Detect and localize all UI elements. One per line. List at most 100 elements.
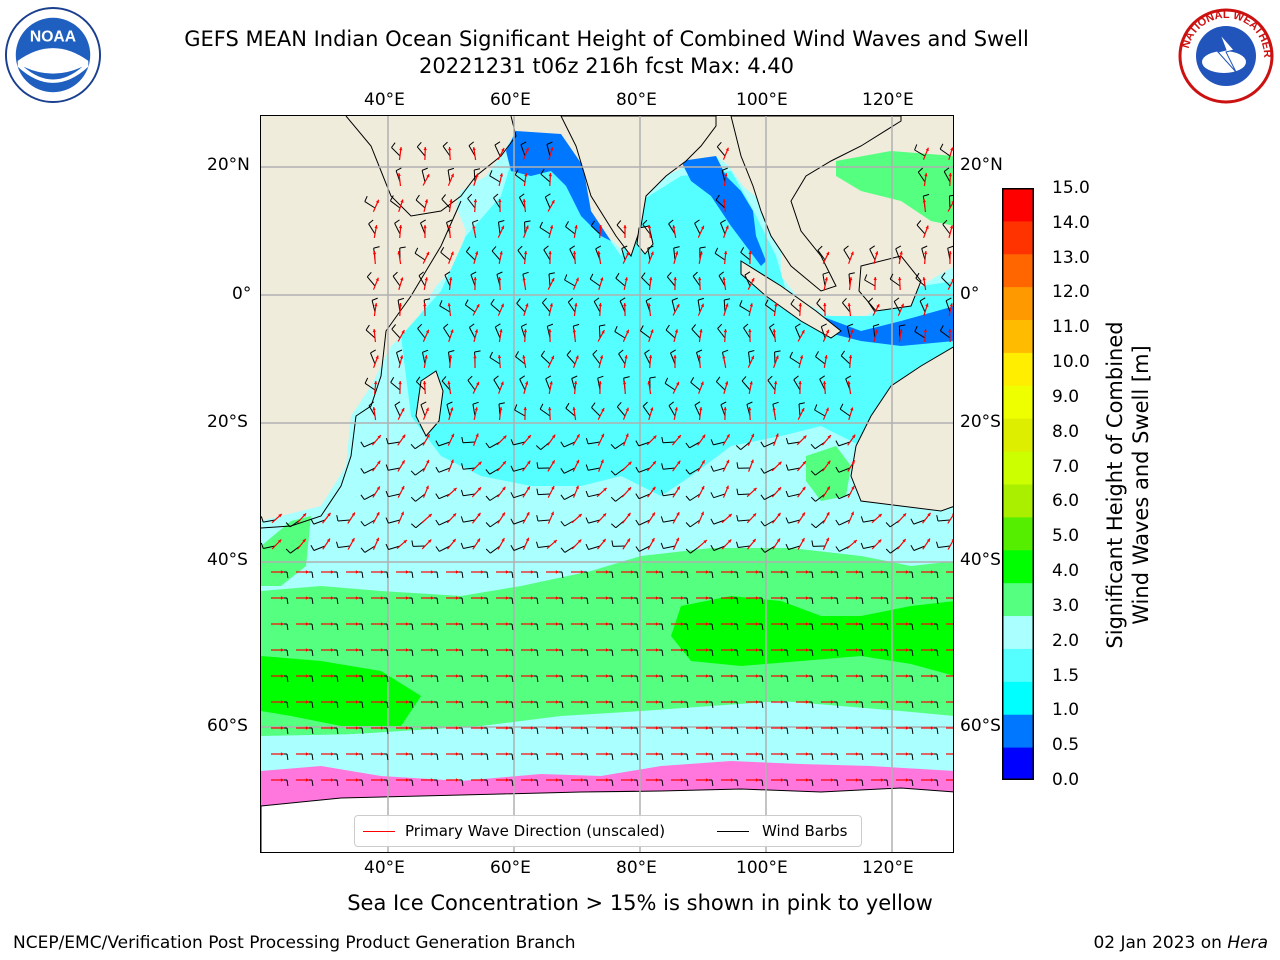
wind-barb-flag xyxy=(911,571,914,578)
wave-direction-arrowhead xyxy=(805,726,809,730)
wind-barb xyxy=(567,301,576,313)
wind-barb xyxy=(647,248,651,261)
wind-barb-flag xyxy=(261,516,264,523)
wave-direction-arrowhead xyxy=(555,570,559,574)
wind-barb xyxy=(662,441,676,444)
wave-direction-arrowhead xyxy=(549,303,553,307)
wind-barb-flag xyxy=(411,597,414,604)
wind-barb-flag xyxy=(715,376,721,382)
wave-direction-arrowhead xyxy=(655,674,659,678)
wave-direction-arrowhead xyxy=(749,303,753,307)
wave-direction-arrowhead xyxy=(630,726,634,730)
wind-barb xyxy=(415,199,426,209)
wind-barb-flag xyxy=(836,727,839,734)
wave-direction-arrowhead xyxy=(523,329,528,333)
wave-direction-arrowhead xyxy=(849,277,853,281)
wave-direction-arrowhead xyxy=(280,778,284,782)
wind-barb-flag xyxy=(611,623,614,630)
wind-barb xyxy=(418,275,426,287)
wave-direction-arrow xyxy=(947,201,953,212)
wind-barb-flag xyxy=(510,518,515,525)
wave-direction-arrowhead xyxy=(453,487,457,492)
footer-date-text: 02 Jan 2023 on xyxy=(1093,933,1228,953)
wind-barb xyxy=(817,250,826,261)
wind-barb-flag xyxy=(661,701,664,708)
wind-barb-flag xyxy=(685,495,691,501)
title-line-2: 20221231 t06z 216h fcst Max: 4.40 xyxy=(419,54,794,78)
wave-direction-arrowhead xyxy=(530,752,534,756)
wind-barb xyxy=(863,519,876,523)
wind-barb-flag xyxy=(566,350,572,356)
wind-barb-flag xyxy=(585,490,589,497)
wave-direction-arrowhead xyxy=(772,329,776,333)
wave-direction-arrowhead xyxy=(650,407,654,411)
wave-direction-arrowhead xyxy=(548,173,552,177)
wave-direction-arrowhead xyxy=(680,778,684,782)
wave-direction-arrowhead xyxy=(625,407,629,412)
wave-direction-arrowhead xyxy=(505,674,509,678)
wave-direction-arrowhead xyxy=(878,514,882,518)
wind-barb xyxy=(545,378,551,391)
wind-barb xyxy=(593,301,601,313)
wind-barb xyxy=(363,441,376,448)
wave-direction-arrowhead xyxy=(476,304,480,308)
wave-direction-arrowhead xyxy=(526,512,530,516)
wind-barb-flag xyxy=(435,466,440,473)
wind-barb-flag xyxy=(286,649,289,656)
wave-direction-arrowhead xyxy=(478,461,482,466)
title-line-1: GEFS MEAN Indian Ocean Significant Heigh… xyxy=(184,27,1029,51)
colorbar-tick-label: 0.5 xyxy=(1052,735,1080,756)
wind-barb-flag xyxy=(839,403,844,410)
wind-barb xyxy=(520,326,526,339)
wind-barb xyxy=(540,173,551,183)
wave-direction-arrowhead xyxy=(525,225,529,229)
wind-barb-flag xyxy=(524,220,531,223)
wind-barb-flag xyxy=(795,323,801,328)
wave-direction-arrowhead xyxy=(848,355,853,359)
wave-direction-arrowhead xyxy=(398,381,402,385)
wave-direction-arrowhead xyxy=(726,459,730,464)
wave-direction-arrowhead xyxy=(876,304,880,308)
wave-direction-arrowhead xyxy=(752,513,757,517)
tick-bottom-120e: 120°E xyxy=(862,858,914,878)
wave-direction-arrowhead xyxy=(630,778,634,782)
wind-barb-flag xyxy=(886,779,889,786)
wave-direction-arrowhead xyxy=(780,622,784,626)
wind-barb-flag xyxy=(286,597,289,604)
wind-barb-flag xyxy=(461,623,464,630)
wind-barb-flag xyxy=(360,441,365,448)
wave-direction-arrowhead xyxy=(450,407,454,411)
wave-direction-arrowhead xyxy=(330,570,334,574)
wind-barb xyxy=(473,169,476,183)
wind-barb-flag xyxy=(686,623,689,630)
wind-barb-flag xyxy=(836,753,839,760)
wind-barb-flag xyxy=(914,144,918,151)
wave-direction-arrowhead xyxy=(624,277,628,281)
wave-direction-arrowhead xyxy=(703,540,707,544)
wave-direction-arrowhead xyxy=(425,485,429,490)
wind-barb-flag xyxy=(641,272,646,278)
wind-barb xyxy=(716,381,726,391)
wind-barb-flag xyxy=(364,377,369,384)
wave-direction-arrowhead xyxy=(405,648,409,652)
wind-barb xyxy=(838,493,851,500)
wind-barb xyxy=(391,147,401,157)
wind-barb xyxy=(615,277,626,287)
wind-barb-flag xyxy=(811,623,814,630)
wave-direction-arrowhead xyxy=(949,225,953,229)
wave-direction-arrowhead xyxy=(380,570,384,574)
wave-direction-arrowhead xyxy=(852,434,856,439)
wave-direction-arrowhead xyxy=(630,674,634,678)
tick-right-20n: 20°N xyxy=(960,155,1003,175)
wind-barb xyxy=(467,198,476,209)
wave-direction-arrowhead xyxy=(330,700,334,704)
wind-barb-flag xyxy=(836,779,839,786)
wind-barb-flag xyxy=(386,597,389,604)
sea-ice-caption: Sea Ice Concentration > 15% is shown in … xyxy=(347,891,933,915)
wind-barb-flag xyxy=(511,753,514,760)
wave-direction-arrowhead xyxy=(375,355,379,359)
wave-0-5-1m-indonesia xyxy=(781,291,953,346)
wind-barb-flag xyxy=(711,571,714,578)
wave-direction-arrowhead xyxy=(430,570,434,574)
wind-barb-flag xyxy=(810,470,816,476)
